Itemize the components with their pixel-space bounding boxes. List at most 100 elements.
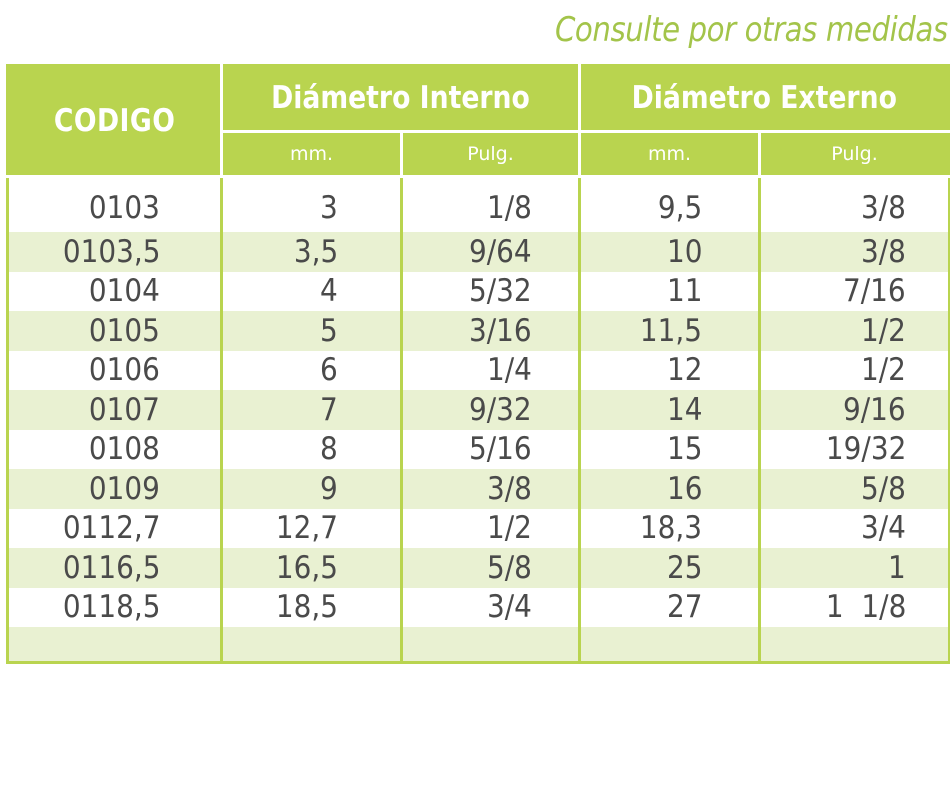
cell-ext-pulg: 7/16 (757, 271, 950, 311)
cell-int-pulg: 9/64 (400, 232, 581, 272)
table-row: 0105 5 3/16 11,5 1/2 (7, 311, 950, 351)
cell-int-pulg: 5/8 (400, 548, 581, 588)
sizes-table-container: CODIGO Diámetro Interno Diámetro Externo… (6, 64, 950, 664)
sizes-table: CODIGO Diámetro Interno Diámetro Externo… (6, 64, 950, 664)
cell-ext-pulg: 3/8 (757, 176, 950, 232)
cell-ext-mm: 9,5 (578, 176, 761, 232)
cell-int-pulg: 9/32 (400, 390, 581, 430)
cell-value: 7/16 (843, 273, 907, 310)
cell-int-mm: 5 (220, 311, 403, 351)
cell-value: 3/8 (861, 233, 907, 270)
cell-value: 1/8 (487, 190, 532, 226)
cell-ext-mm: 25 (578, 548, 761, 588)
cell-ext-mm: 11 (578, 271, 761, 311)
cell-value: 1/4 (487, 352, 532, 389)
header-externo-label: Diámetro Externo (631, 80, 898, 117)
cell-value: 0107 (88, 391, 160, 428)
cell-ext-pulg: 5/8 (757, 469, 950, 509)
table-row: 0103 3 1/8 9,5 3/8 (7, 176, 950, 232)
cell-int-pulg: 1/4 (400, 350, 581, 390)
cell-value: 0106 (88, 352, 160, 389)
table-row: 0106 6 1/4 12 1/2 (7, 350, 950, 390)
table-row: 0108 8 5/16 15 19/32 (7, 429, 950, 469)
cell-value: 5 (320, 312, 338, 349)
cell-ext-mm: 14 (578, 390, 761, 430)
header-unit-ext-pulg: Pulg. (757, 129, 950, 179)
cell-ext-mm: 16 (578, 469, 761, 509)
cell-int-mm: 12,7 (220, 508, 403, 548)
note-consulte: Consulte por otras medidas (555, 10, 948, 50)
cell-int-pulg: 1/8 (400, 176, 581, 232)
cell-codigo: 0112,7 (7, 508, 223, 548)
table-row: 0116,5 16,5 5/8 25 1 (7, 548, 950, 588)
cell-int-mm: 7 (220, 390, 403, 430)
cell-value: 3,5 (293, 233, 338, 270)
cell-value: 8 (320, 431, 338, 468)
cell-int-mm: 18,5 (220, 587, 403, 627)
cell-ext-pulg: 3/4 (757, 508, 950, 548)
cell-codigo: 0116,5 (7, 548, 223, 588)
cell-empty (400, 627, 581, 663)
cell-value: 5/8 (487, 549, 532, 586)
cell-value: 4 (320, 273, 338, 310)
table-row-empty (7, 627, 950, 663)
cell-value: 1 (888, 549, 907, 586)
cell-codigo: 0103 (7, 176, 223, 232)
cell-value: 9/64 (469, 233, 532, 270)
cell-value: 9/32 (469, 391, 532, 428)
header-interno-label: Diámetro Interno (271, 80, 530, 117)
cell-ext-mm: 15 (578, 429, 761, 469)
cell-int-pulg: 1/2 (400, 508, 581, 548)
table-row: 0112,7 12,7 1/2 18,3 3/4 (7, 508, 950, 548)
table-row: 0103,5 3,5 9/64 10 3/8 (7, 232, 950, 272)
cell-value: 1/2 (861, 352, 907, 389)
cell-int-pulg: 3/16 (400, 311, 581, 351)
header-codigo-label: CODIGO (53, 103, 176, 139)
cell-codigo: 0103,5 (7, 232, 223, 272)
cell-ext-pulg: 1 1/8 (757, 587, 950, 627)
cell-empty (220, 627, 403, 663)
cell-value: 9/16 (843, 391, 907, 428)
cell-value: 1/2 (487, 510, 532, 547)
cell-value: 0105 (88, 312, 160, 349)
cell-value: 0104 (88, 273, 160, 310)
cell-ext-pulg: 19/32 (757, 429, 950, 469)
cell-int-pulg: 5/16 (400, 429, 581, 469)
cell-value: 10 (666, 233, 702, 270)
cell-value: 9,5 (657, 190, 702, 226)
cell-int-mm: 4 (220, 271, 403, 311)
cell-int-mm: 3,5 (220, 232, 403, 272)
cell-value: 3/8 (861, 190, 907, 226)
cell-ext-pulg: 9/16 (757, 390, 950, 430)
cell-value: 0116,5 (62, 549, 160, 586)
cell-ext-mm: 10 (578, 232, 761, 272)
header-diametro-interno: Diámetro Interno (220, 65, 581, 133)
cell-value: 6 (320, 352, 338, 389)
cell-value: 16 (666, 470, 702, 507)
cell-value: 11 (666, 273, 702, 310)
table-row: 0109 9 3/8 16 5/8 (7, 469, 950, 509)
cell-empty (7, 627, 223, 663)
cell-value: 3/8 (487, 470, 532, 507)
cell-value: 14 (666, 391, 702, 428)
cell-int-mm: 16,5 (220, 548, 403, 588)
cell-value: 1/2 (861, 312, 907, 349)
cell-value: 0103,5 (62, 233, 160, 270)
cell-value: 3/4 (861, 510, 907, 547)
cell-value: 7 (320, 391, 338, 428)
cell-value: 18,3 (639, 510, 702, 547)
cell-ext-pulg: 1 (757, 548, 950, 588)
table-row: 0104 4 5/32 11 7/16 (7, 271, 950, 311)
cell-int-mm: 8 (220, 429, 403, 469)
header-codigo: CODIGO (7, 65, 223, 178)
cell-codigo: 0118,5 (7, 587, 223, 627)
cell-int-pulg: 3/8 (400, 469, 581, 509)
cell-ext-mm: 11,5 (578, 311, 761, 351)
cell-codigo: 0104 (7, 271, 223, 311)
cell-value: 19/32 (825, 431, 907, 468)
cell-value: 0112,7 (62, 510, 160, 547)
cell-ext-mm: 27 (578, 587, 761, 627)
table-body: 0103 3 1/8 9,5 3/8 0103,5 3,5 9/64 10 3/8 0104 4 5/3… (7, 176, 950, 663)
cell-value: 27 (666, 589, 702, 626)
cell-codigo: 0108 (7, 429, 223, 469)
